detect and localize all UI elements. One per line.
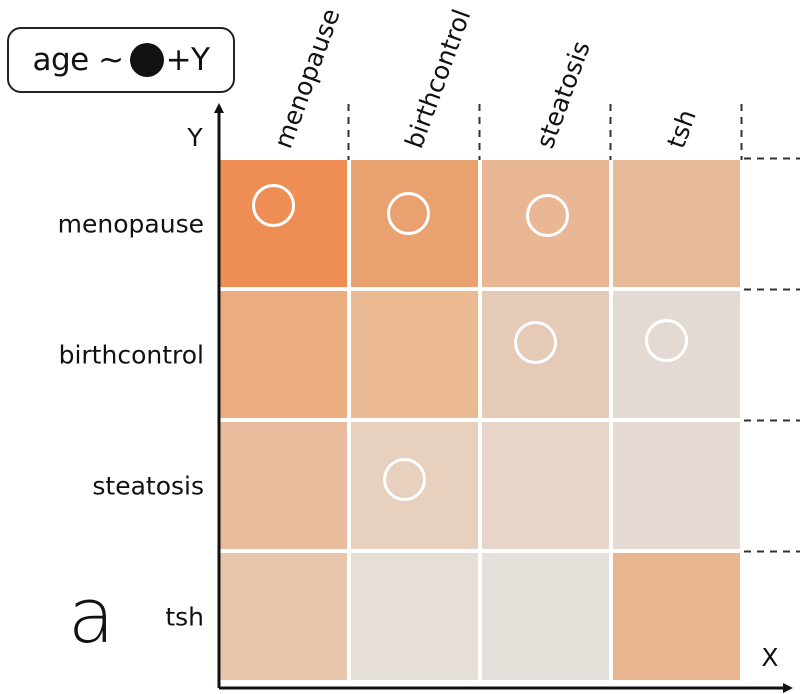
heatmap-cell-menopause-tsh [613,160,740,287]
heatmap-cell-steatosis-steatosis [482,422,609,549]
heatmap-cell-steatosis-birthcontrol [351,422,478,549]
heatmap-cell-tsh-tsh [613,553,740,680]
heatmap-cell-steatosis-tsh [613,422,740,549]
formula-box: age ~ +Y [7,27,235,93]
heatmap-cell-tsh-menopause [220,553,347,680]
formula-suffix: +Y [165,42,210,78]
heatmap-cell-birthcontrol-menopause [220,291,347,418]
column-label-menopause: menopause [268,5,345,152]
heatmap-cells [220,160,740,680]
heatmap-cell-birthcontrol-tsh [613,291,740,418]
y-axis-label: Y [186,123,203,152]
heatmap-cell-birthcontrol-steatosis [482,291,609,418]
grid-dashes [347,104,800,553]
marker-circle-birthcontrol-tsh [645,319,688,362]
row-label-menopause: menopause [58,210,204,239]
row-label-tsh: tsh [165,603,204,632]
marker-circle-menopause-steatosis [526,194,569,237]
row-label-birthcontrol: birthcontrol [59,341,204,370]
marker-circle-menopause-birthcontrol [387,192,430,235]
x-axis-label: X [761,643,778,672]
heatmap-cell-tsh-steatosis [482,553,609,680]
formula-prefix: age ~ [32,42,125,78]
heatmap-cell-tsh-birthcontrol [351,553,478,680]
formula-dot-icon [129,43,164,77]
column-label-steatosis: steatosis [530,37,595,152]
heatmap-cell-menopause-birthcontrol [351,160,478,287]
panel-letter: a [68,571,115,660]
column-label-birthcontrol: birthcontrol [399,5,476,152]
heatmap-cell-steatosis-menopause [220,422,347,549]
heatmap-cell-birthcontrol-birthcontrol [351,291,478,418]
significance-markers [252,184,688,501]
marker-circle-menopause-menopause [252,184,295,227]
marker-circle-steatosis-birthcontrol [383,458,426,501]
row-label-steatosis: steatosis [92,472,204,501]
column-label-tsh: tsh [661,106,701,152]
marker-circle-birthcontrol-steatosis [514,321,557,364]
heatmap-cell-menopause-steatosis [482,160,609,287]
